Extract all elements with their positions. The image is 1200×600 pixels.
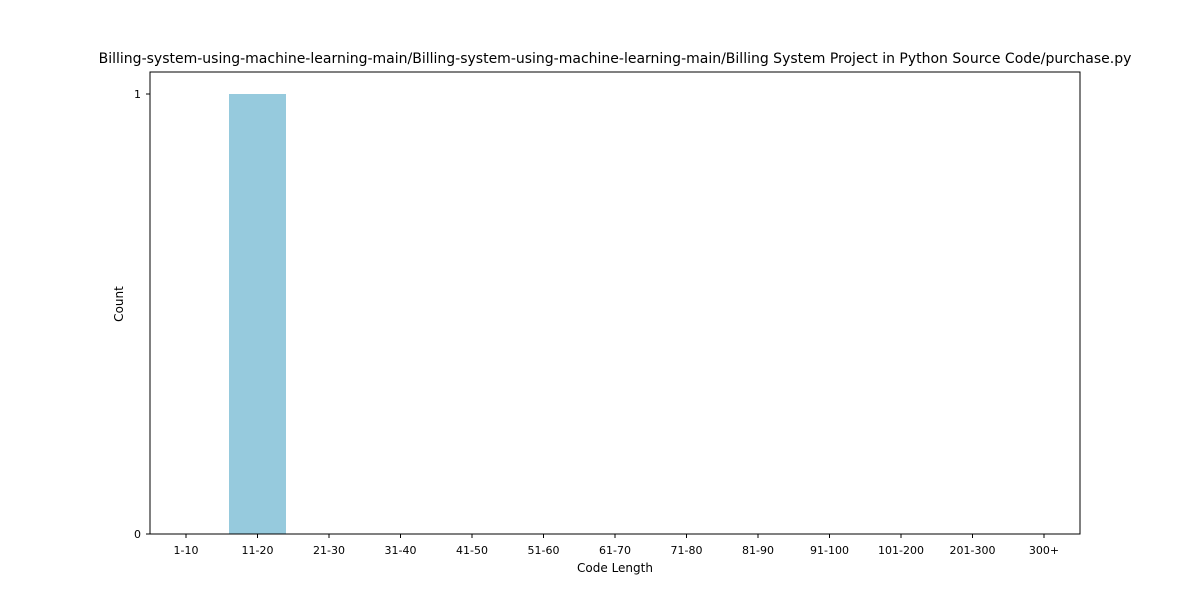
x-tick-label: 31-40 [385, 544, 417, 557]
x-tick-label: 21-30 [313, 544, 345, 557]
x-tick-label: 71-80 [671, 544, 703, 557]
x-tick-label: 41-50 [456, 544, 488, 557]
plot-frame [149, 71, 1081, 535]
bar-group [229, 94, 286, 534]
chart-title: Billing-system-using-machine-learning-ma… [99, 51, 1132, 67]
x-tick-label: 101-200 [878, 544, 924, 557]
y-tick-label: 0 [134, 528, 141, 541]
y-axis-label: Count [112, 286, 126, 322]
x-axis-label: Code Length [577, 561, 653, 575]
x-axis: 1-10 11-20 21-30 31-40 41-50 51-60 61-70 71-80 8… [174, 534, 1059, 557]
x-tick-label: 11-20 [242, 544, 274, 557]
y-axis: 01 [134, 88, 150, 541]
x-tick-label: 91-100 [810, 544, 849, 557]
x-tick-label: 81-90 [742, 544, 774, 557]
y-tick-label: 1 [134, 88, 141, 101]
x-tick-label: 201-300 [950, 544, 996, 557]
x-tick-label: 1-10 [174, 544, 199, 557]
x-tick-label: 61-70 [599, 544, 631, 557]
bar-11-20 [229, 94, 286, 534]
x-tick-label: 300+ [1029, 544, 1059, 557]
x-tick-label: 51-60 [528, 544, 560, 557]
